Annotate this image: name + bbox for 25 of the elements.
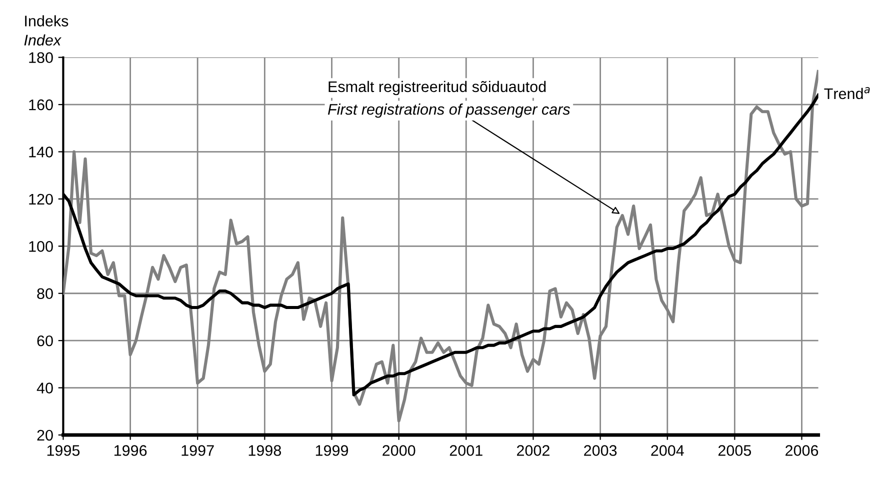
y-tick-label: 120 xyxy=(29,194,53,205)
y-tick-label: 160 xyxy=(29,99,53,110)
x-tick-label: 2001 xyxy=(450,445,482,456)
annotation: Esmalt registreeritud sõiduautod First registrations of passenger cars xyxy=(328,80,570,118)
x-tick-label: 2006 xyxy=(786,445,818,456)
x-tick-label: 1999 xyxy=(316,445,348,456)
x-tick-label: 1995 xyxy=(47,445,80,456)
y-tick-label: 60 xyxy=(37,335,53,346)
y-tick-label: 40 xyxy=(36,382,53,394)
x-tick-label: 1997 xyxy=(182,445,214,456)
chart-title: Indeks xyxy=(25,15,68,26)
y-tick-label: 20 xyxy=(37,430,53,441)
y-tick-label: 80 xyxy=(37,288,53,300)
x-tick-label: 2000 xyxy=(382,445,416,456)
series-label: Trend$^{a}$ xyxy=(824,87,870,100)
chart-subtitle: Index xyxy=(24,34,62,46)
x-tick-label: 2005 xyxy=(718,445,752,456)
x-tick-label: 1998 xyxy=(248,445,281,456)
y-tick-label: 100 xyxy=(29,241,53,252)
x-tick-label: 2002 xyxy=(516,445,550,456)
x-tick-label: 2004 xyxy=(651,445,684,456)
x-tick-label: 1996 xyxy=(114,445,147,456)
x-tick-label: 2003 xyxy=(584,445,617,456)
y-tick-label: 140 xyxy=(29,146,53,158)
y-tick-label: 180 xyxy=(29,52,53,64)
